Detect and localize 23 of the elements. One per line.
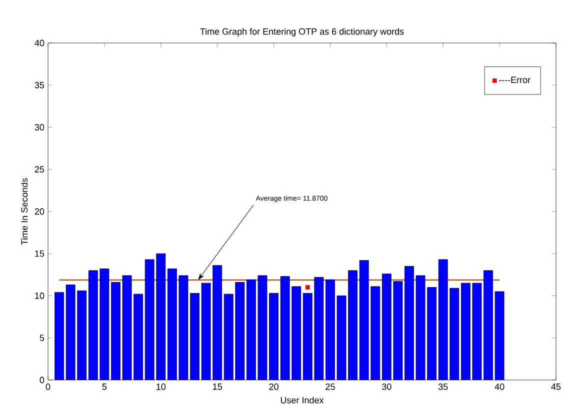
y-tick-label: 5 [40, 334, 44, 342]
y-tick-label: 40 [34, 40, 44, 46]
x-tick-label: 40 [494, 384, 504, 390]
x-tick-label: 15 [213, 384, 222, 390]
x-tick-label: 10 [156, 384, 166, 390]
y-axis-title: Time In Seconds [20, 178, 28, 245]
y-tick-label: 0 [40, 376, 44, 384]
y-tick-label: 25 [34, 166, 44, 173]
x-tick-label: 35 [438, 384, 448, 390]
x-tick-label: 20 [269, 384, 278, 390]
x-axis-title: User Index [280, 396, 324, 404]
y-tick-label: 10 [35, 292, 44, 299]
x-tick-label: 5 [102, 384, 107, 390]
y-tick-label: 35 [34, 82, 44, 88]
y-tick-label: 30 [34, 124, 44, 130]
x-tick-label: 45 [551, 384, 561, 390]
x-tick-label: 30 [382, 384, 392, 390]
legend-label: ----Error [498, 76, 530, 84]
x-tick-label: 0 [46, 384, 50, 390]
chart-title: Time Graph for Entering OTP as 6 dictionary words [200, 28, 404, 36]
y-tick-label: 20 [34, 208, 44, 215]
y-tick-label: 15 [35, 250, 44, 257]
x-tick-label: 25 [326, 384, 335, 390]
